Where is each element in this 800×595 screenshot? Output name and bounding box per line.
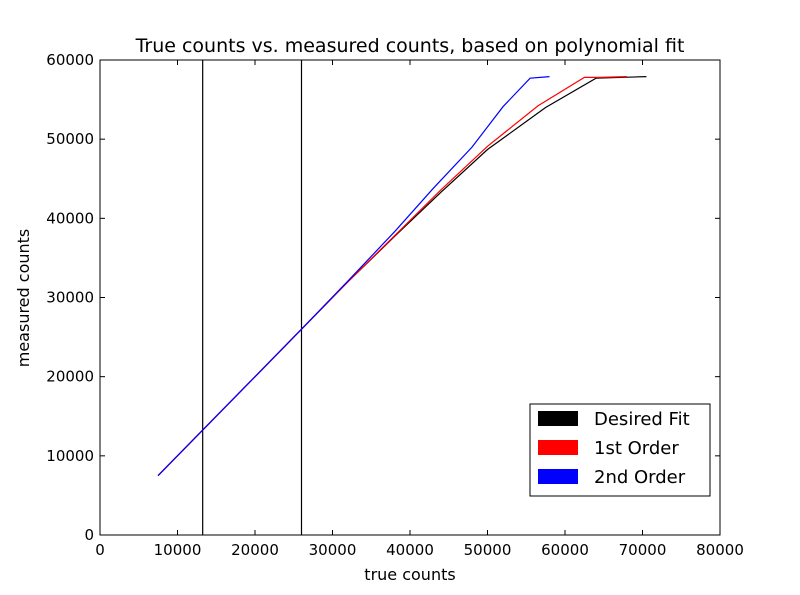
x-axis: 0 10000 20000 30000 40000 50000 60000 70000 8000… — [95, 60, 744, 559]
y-tick-label: 50000 — [46, 130, 94, 148]
y-tick-label: 10000 — [46, 447, 94, 465]
y-tick-label: 0 — [84, 526, 94, 544]
x-tick-label: 60000 — [541, 541, 589, 559]
chart-title: True counts vs. measured counts, based o… — [135, 35, 685, 57]
y-tick-label: 40000 — [46, 209, 94, 227]
y-tick-label: 30000 — [46, 289, 94, 307]
series-line-3 — [157, 76, 550, 477]
y-tick-label: 20000 — [46, 368, 94, 386]
legend-swatch-3 — [538, 469, 578, 484]
x-tick-label: 20000 — [231, 541, 279, 559]
reference-lines — [202, 60, 303, 535]
legend-swatch-2 — [538, 440, 578, 455]
x-tick-label: 10000 — [154, 541, 202, 559]
legend-label-2: 1st Order — [594, 438, 679, 459]
x-tick-label: 50000 — [464, 541, 512, 559]
series-layer — [157, 76, 647, 477]
legend-label-3: 2nd Order — [594, 467, 686, 488]
legend: Desired Fit 1st Order 2nd Order — [529, 403, 711, 497]
legend-label-1: Desired Fit — [594, 409, 690, 430]
x-axis-label: true counts — [364, 565, 455, 584]
y-axis-label: measured counts — [14, 229, 33, 368]
x-tick-label: 80000 — [696, 541, 744, 559]
y-tick-label: 60000 — [46, 51, 94, 69]
x-tick-label: 0 — [95, 541, 105, 559]
x-tick-label: 40000 — [386, 541, 434, 559]
x-tick-label: 70000 — [619, 541, 667, 559]
legend-swatch-1 — [538, 411, 578, 426]
y-axis: 0 10000 20000 30000 40000 50000 60000 — [46, 51, 720, 544]
x-tick-label: 30000 — [309, 541, 357, 559]
